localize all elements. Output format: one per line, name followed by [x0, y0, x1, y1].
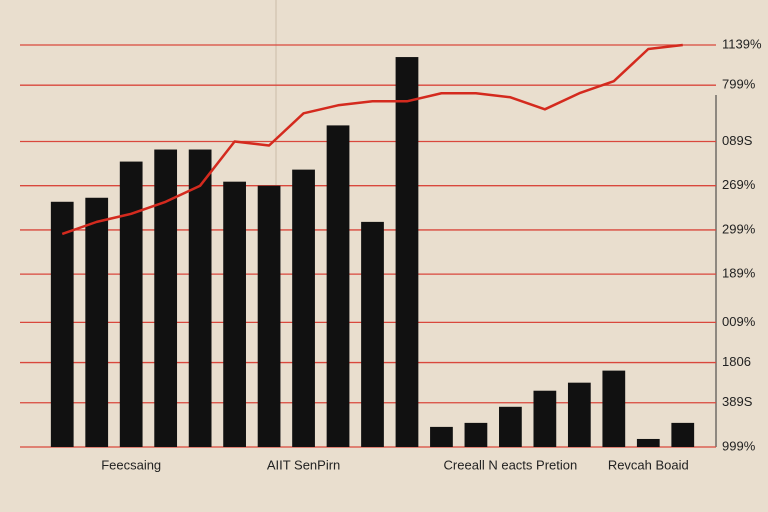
bar: [85, 197, 109, 447]
y-tick-label: 269%: [722, 177, 756, 192]
x-tick-label: Revcah Boaid: [608, 457, 689, 472]
bar: [567, 382, 591, 447]
bar: [361, 221, 384, 447]
y-tick-label: 389S: [722, 394, 753, 409]
trend-line: [61, 43, 683, 236]
bar: [430, 426, 453, 447]
y-tick-label: 299%: [722, 221, 756, 236]
bar: [395, 57, 419, 448]
bar: [602, 370, 626, 447]
bar: [223, 181, 246, 447]
bar: [188, 149, 212, 447]
bar: [464, 422, 488, 447]
bar: [499, 406, 522, 447]
y-tick-label: 189%: [722, 266, 756, 281]
y-tick-label: 1806: [722, 354, 751, 369]
y-tick-label: 1139%: [722, 36, 762, 51]
y-tick-label: 089S: [722, 133, 753, 148]
x-tick-label: Feecsaing: [101, 457, 161, 472]
y-tick-label: 799%: [722, 77, 756, 92]
bar: [326, 125, 350, 448]
bar: [154, 149, 178, 447]
y-tick-label: 999%: [722, 438, 756, 453]
bar: [257, 185, 281, 447]
bar: [533, 390, 557, 447]
bar: [50, 201, 74, 447]
bar: [292, 169, 315, 447]
y-tick-label: 009%: [722, 314, 756, 329]
bar: [636, 438, 660, 447]
bar: [671, 422, 695, 447]
bar: [119, 161, 143, 447]
x-tick-label: AIIT SenPirn: [267, 457, 340, 472]
x-tick-label: Creeall N eacts Pretion: [444, 457, 578, 472]
